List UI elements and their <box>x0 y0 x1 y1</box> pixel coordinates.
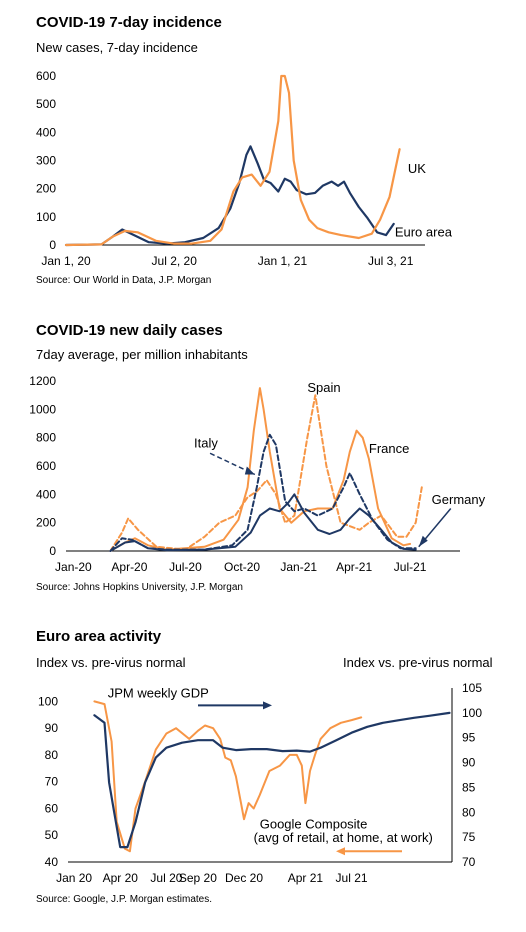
chart2-x-tick-label: Apr-20 <box>111 560 147 574</box>
chart1-x-tick-label: Jul 3, 21 <box>368 254 414 268</box>
chart1-subtitle: New cases, 7-day incidence <box>36 40 198 55</box>
chart1-x-tick-label: Jan 1, 21 <box>258 254 308 268</box>
chart2-series-label: Spain <box>307 380 340 395</box>
chart2-series-germany <box>109 493 417 552</box>
chart2-y-tick-label: 800 <box>36 431 56 445</box>
chart1-series-euro-area <box>64 145 395 247</box>
chart2-y-tick-label: 1200 <box>29 374 56 388</box>
chart3-right-tick-label: 80 <box>462 805 476 819</box>
chart3-left-tick-label: 80 <box>45 748 59 762</box>
chart2-y-tick-label: 400 <box>36 487 56 501</box>
chart1-series-label: UK <box>408 161 426 176</box>
chart3-left-tick-label: 70 <box>45 775 59 789</box>
chart1-series-uk <box>64 74 401 247</box>
chart3-x-tick-label: Jul 20 <box>150 871 182 885</box>
chart1-source: Source: Our World in Data, J.P. Morgan <box>36 275 212 286</box>
chart1-y-tick-label: 0 <box>49 238 56 252</box>
chart3-gdp-label: JPM weekly GDP <box>108 685 209 700</box>
chart3-right-tick-label: 105 <box>462 681 482 695</box>
chart2-series-label: Italy <box>194 435 218 450</box>
chart3-right-tick-label: 95 <box>462 731 476 745</box>
chart3-title: Euro area activity <box>36 628 162 645</box>
chart3-right-tick-label: 70 <box>462 855 476 869</box>
chart3-x-tick-label: Jul 21 <box>336 871 368 885</box>
chart2-source: Source: Johns Hopkins University, J.P. M… <box>36 582 243 593</box>
chart1-y-tick-label: 600 <box>36 69 56 83</box>
chart3-left-tick-label: 100 <box>38 694 58 708</box>
chart1-y-tick-label: 500 <box>36 97 56 111</box>
chart2-series-label: France <box>369 441 409 456</box>
chart3-left-tick-label: 50 <box>45 828 59 842</box>
chart3-series-google-composite <box>93 700 363 853</box>
chart2-subtitle: 7day average, per million inhabitants <box>36 347 248 362</box>
chart3-x-tick-label: Jan 20 <box>56 871 92 885</box>
chart3-x-tick-label: Apr 20 <box>103 871 139 885</box>
chart2-y-tick-label: 0 <box>49 544 56 558</box>
chart1-y-tick-label: 100 <box>36 210 56 224</box>
chart1-series-label: Euro area <box>395 224 453 239</box>
chart2-y-tick-label: 1000 <box>29 402 56 416</box>
chart3-x-tick-label: Sep 20 <box>179 871 217 885</box>
chart1-y-tick-label: 200 <box>36 182 56 196</box>
chart1-x-tick-label: Jan 1, 20 <box>41 254 91 268</box>
chart1-x-tick-label: Jul 2, 20 <box>152 254 198 268</box>
chart2-series-label: Germany <box>432 492 486 507</box>
chart3-google-sublabel: (avg of retail, at home, at work) <box>254 830 433 845</box>
chart1-y-tick-label: 300 <box>36 154 56 168</box>
chart2-y-tick-label: 200 <box>36 516 56 530</box>
gdp-arrowhead <box>263 701 272 710</box>
chart3-x-tick-label: Dec 20 <box>225 871 263 885</box>
chart2-x-tick-label: Jul-20 <box>169 560 202 574</box>
chart1-plot: 0 100 200 300 400 500 600 Jan 1, 20 Jul 2, 20 Jan… <box>36 69 453 268</box>
chart2-x-tick-label: Oct-20 <box>224 560 260 574</box>
chart3-left-tick-label: 40 <box>45 855 59 869</box>
chart2-title: COVID-19 new daily cases <box>36 322 223 339</box>
chart3-right-tick-label: 90 <box>462 756 476 770</box>
chart3-left-axis-label: Index vs. pre-virus normal <box>36 655 186 670</box>
chart3-right-tick-label: 100 <box>462 706 482 720</box>
italy-pointer-arrowhead <box>244 466 255 475</box>
chart3-source: Source: Google, J.P. Morgan estimates. <box>36 894 213 905</box>
chart3-series-jpm-weekly-gdp <box>93 711 451 849</box>
chart2-x-tick-label: Jul-21 <box>394 560 427 574</box>
germany-pointer-arrowhead <box>418 535 428 547</box>
chart1-y-tick-label: 400 <box>36 125 56 139</box>
chart2-x-tick-label: Jan-21 <box>280 560 317 574</box>
chart3-right-tick-label: 85 <box>462 780 476 794</box>
google-arrowhead <box>336 847 345 856</box>
chart2-series-spain <box>109 394 423 552</box>
chart2-x-tick-label: Apr-21 <box>336 560 372 574</box>
chart3-x-tick-label: Apr 21 <box>288 871 324 885</box>
chart3-right-tick-label: 75 <box>462 830 476 844</box>
chart3-right-axis-label: Index vs. pre-virus normal <box>343 655 493 670</box>
chart2-x-tick-label: Jan-20 <box>55 560 92 574</box>
chart3-left-tick-label: 90 <box>45 721 59 735</box>
chart1-title: COVID-19 7-day incidence <box>36 14 222 31</box>
chart3-left-tick-label: 60 <box>45 801 59 815</box>
chart3-google-label: Google Composite <box>260 817 368 832</box>
chart2-plot: 0 200 400 600 800 1000 1200 Jan-20 Apr-20 Jul-20 O… <box>29 374 486 574</box>
chart2-y-tick-label: 600 <box>36 459 56 473</box>
